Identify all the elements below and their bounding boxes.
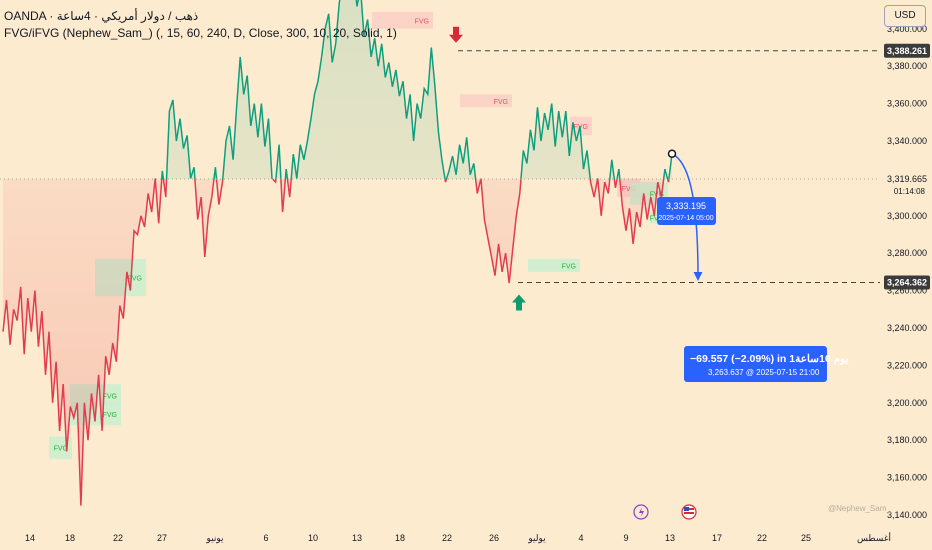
y-tick-label: 3,180.000	[887, 435, 927, 445]
x-tick-label: 18	[395, 533, 405, 543]
x-tick-label: 25	[801, 533, 811, 543]
lightning-icon	[639, 507, 644, 517]
area-above	[3, 0, 672, 180]
flag-canton	[684, 507, 689, 511]
x-tick-label: 9	[623, 533, 628, 543]
projection-arrow	[671, 153, 703, 281]
y-tick-label: 3,280.000	[887, 248, 927, 258]
x-tick-label: 18	[65, 533, 75, 543]
x-tick-label: 22	[113, 533, 123, 543]
x-tick-label: 4	[578, 533, 583, 543]
signal-markers	[449, 26, 526, 311]
y-tick-label: 3,360.000	[887, 99, 927, 109]
symbol-title: OANDA · ذهب / دولار أمريكي · 4ساعة	[4, 9, 199, 23]
y-tick-label: 3,260.000	[887, 286, 927, 296]
line-above	[154, 0, 673, 180]
x-tick-label: 17	[712, 533, 722, 543]
projection-measure: 3,333.195 2025-07-14 05:00 −69.557 (−2.09%…	[657, 149, 849, 382]
buy-arrow-icon	[512, 294, 526, 311]
y-tick-label: 3,400.000	[887, 24, 927, 34]
x-tick-label: 26	[489, 533, 499, 543]
price-axis: 3,460.0003,440.0003,420.0003,400.0003,38…	[884, 24, 930, 520]
fvg-label: FVG	[650, 216, 664, 223]
fvg-label: FVG	[415, 18, 429, 25]
currency-button[interactable]: USD	[884, 5, 926, 27]
current-price-label: 3,319.665	[887, 174, 927, 184]
projection-start-dot	[667, 149, 677, 158]
x-tick-label: يوليو	[527, 533, 546, 544]
x-tick-label: 14	[25, 533, 35, 543]
projection-target: 3,263.637 @ 2025-07-15 21:00	[708, 368, 820, 377]
projection-change: −69.557 (−2.09%) in 1يوم 16ساعة	[690, 353, 849, 365]
horizontal-levels	[0, 50, 880, 283]
level-price-tag	[884, 43, 930, 58]
x-tick-label: يونيو	[205, 533, 224, 544]
projection-start-box	[657, 197, 716, 225]
fvg-label: FVG	[494, 99, 508, 106]
level-price-label: 3,264.362	[887, 277, 927, 287]
fvg-label: FVG	[103, 412, 117, 419]
y-tick-label: 3,340.000	[887, 136, 927, 146]
line-below	[2, 179, 670, 506]
time-axis: 14 18 22 27 يونيو 6 10 13 18 22 26 يوليو 4 9 13 17 22 25 أ…	[25, 531, 891, 544]
event-icons[interactable]	[633, 504, 697, 520]
fvg-zone	[460, 94, 512, 108]
fvg-label: FVG	[562, 263, 576, 270]
projection-start-price: 3,333.195	[666, 201, 706, 211]
y-tick-label: 3,220.000	[887, 360, 927, 370]
x-tick-label: 22	[442, 533, 452, 543]
level-price-tag	[884, 275, 930, 290]
countdown-label: 01:14:08	[894, 187, 926, 196]
fvg-zone	[570, 116, 592, 136]
x-tick-label: 13	[665, 533, 675, 543]
price-area-fill	[3, 0, 672, 506]
author-watermark: @Nephew_Sam_	[828, 504, 891, 513]
flag-stripe	[684, 512, 694, 514]
fvg-label: FVG	[103, 393, 117, 400]
x-tick-label: 10	[308, 533, 318, 543]
indicator-title: FVG/iFVG (Nephew_Sam_) (, 15, 60, 240, D…	[4, 26, 397, 40]
x-tick-label: 22	[757, 533, 767, 543]
y-tick-label: 3,200.000	[887, 398, 927, 408]
projection-result-box	[684, 346, 827, 382]
fvg-zone	[528, 258, 580, 272]
y-tick-label: 3,140.000	[887, 510, 927, 520]
y-tick-label: 3,160.000	[887, 473, 927, 483]
level-price-label: 3,388.261	[887, 46, 927, 56]
x-tick-label: 6	[263, 533, 268, 543]
projection-start-time: 2025-07-14 05:00	[658, 215, 713, 222]
y-tick-label: 3,240.000	[887, 323, 927, 333]
price-line	[2, 0, 673, 506]
fvg-label: FVG	[128, 276, 142, 283]
x-tick-label: 13	[352, 533, 362, 543]
x-tick-label: أغسطس	[857, 531, 891, 544]
area-below	[3, 179, 669, 506]
y-tick-label: 3,300.000	[887, 211, 927, 221]
y-tick-label: 3,380.000	[887, 61, 927, 71]
current-price-tag	[884, 172, 930, 199]
fvg-label: FVG	[54, 446, 68, 453]
fvg-zone	[372, 11, 433, 29]
sell-arrow-icon	[449, 26, 463, 43]
x-tick-label: 27	[157, 533, 167, 543]
